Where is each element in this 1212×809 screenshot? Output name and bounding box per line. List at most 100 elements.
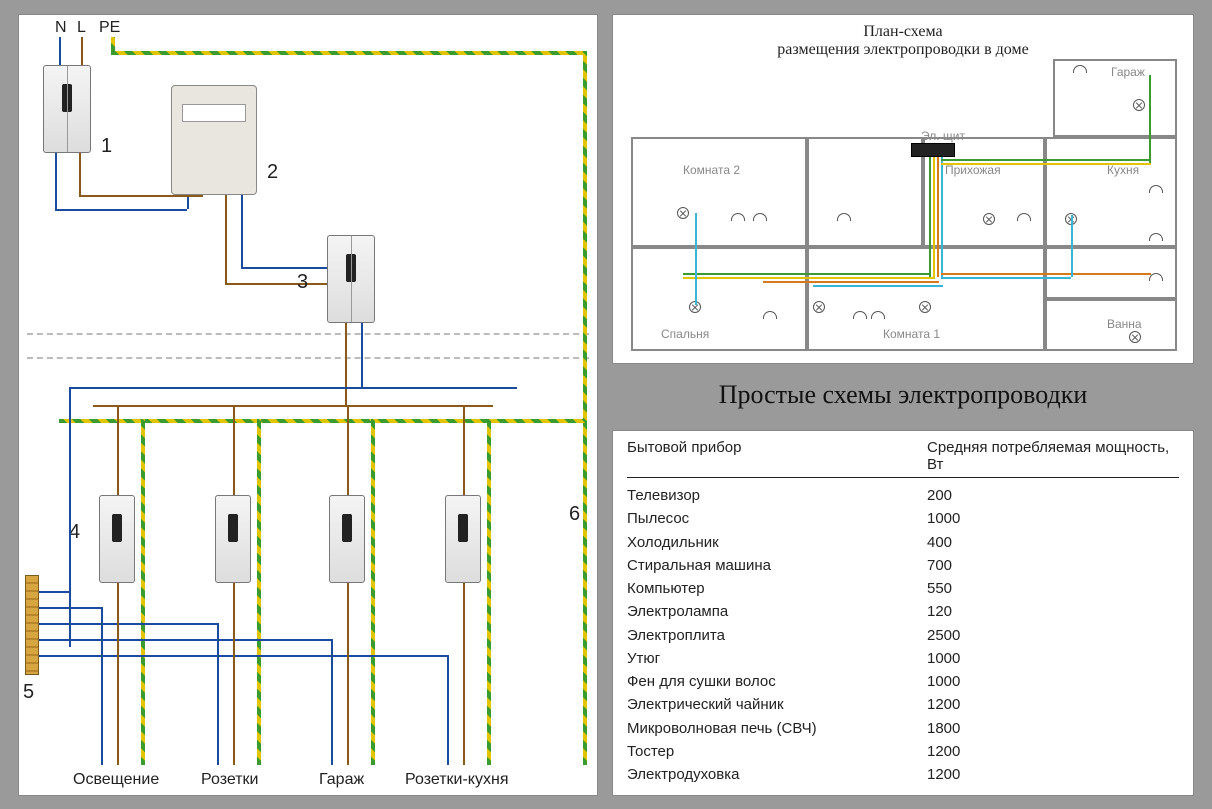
table-row: Утюг1000	[627, 647, 1179, 670]
wall	[631, 245, 1177, 249]
table-row: Пылесос1000	[627, 507, 1179, 530]
lbl-garage: Гараж	[319, 771, 364, 789]
cell-power: 1800	[927, 717, 1179, 740]
wire-icon	[937, 157, 939, 277]
wire-n	[55, 209, 187, 211]
wire-l	[233, 405, 235, 495]
wire-pe	[59, 419, 585, 423]
cell-power: 400	[927, 531, 1179, 554]
wire-pe	[487, 419, 491, 765]
floorplan: План-схема размещения электропроводки в …	[612, 14, 1194, 364]
wire-l	[79, 153, 81, 195]
wire-l	[81, 37, 83, 65]
cell-device: Электроплита	[627, 624, 927, 647]
wire-pe	[583, 51, 587, 765]
lamp-icon	[1133, 99, 1145, 111]
wire-icon	[1149, 75, 1151, 163]
wire-n	[55, 153, 57, 209]
lbl-room2: Комната 2	[683, 163, 740, 177]
outlet-icon	[871, 311, 885, 319]
outlet-icon	[1149, 233, 1163, 241]
cell-device: Микроволновая печь (СВЧ)	[627, 717, 927, 740]
wire-n	[59, 37, 61, 65]
wire-l	[347, 583, 349, 765]
lbl-sockets: Розетки	[201, 771, 258, 789]
wire-l	[345, 323, 347, 405]
lamp-icon	[919, 301, 931, 313]
wire-l-bus	[93, 405, 493, 407]
wall	[805, 137, 809, 351]
separator	[27, 333, 589, 335]
lbl-panel: Эл. щит	[921, 129, 965, 143]
wire-icon	[813, 285, 943, 287]
cell-device: Утюг	[627, 647, 927, 670]
label-pe: PE	[99, 19, 120, 37]
cell-device: Телевизор	[627, 484, 927, 507]
wire-n	[217, 623, 219, 765]
wire-icon	[695, 213, 697, 305]
wire-l	[225, 195, 227, 283]
lbl-bath: Ванна	[1107, 317, 1142, 331]
wire-icon	[941, 273, 1151, 275]
lbl-lighting: Освещение	[73, 771, 159, 789]
label-l: L	[77, 19, 86, 37]
cell-power: 1000	[927, 670, 1179, 693]
cell-device: Компьютер	[627, 577, 927, 600]
lamp-icon	[813, 301, 825, 313]
table-row: Электролампа120	[627, 600, 1179, 623]
num-2: 2	[267, 161, 278, 184]
wire-n	[39, 607, 101, 609]
cell-device: Фен для сушки волос	[627, 670, 927, 693]
wire-icon	[683, 273, 931, 275]
wire-pe	[371, 419, 375, 765]
table-header: Бытовой прибор Средняя потребляемая мощн…	[627, 439, 1179, 478]
lbl-room1: Комната 1	[883, 327, 940, 341]
lbl-bedroom: Спальня	[661, 327, 709, 341]
floorplan-title: План-схема размещения электропроводки в …	[613, 23, 1193, 59]
wire-n	[101, 607, 103, 765]
wire-icon	[941, 163, 1151, 165]
lbl-kitchen: Кухня	[1107, 163, 1139, 177]
lamp-icon	[1129, 331, 1141, 343]
wire-pe	[257, 419, 261, 765]
wall	[1043, 297, 1177, 301]
wire-l	[117, 405, 119, 495]
wire-n-bus	[69, 387, 517, 389]
label-n: N	[55, 19, 67, 37]
table-row: Электрический чайник1200	[627, 693, 1179, 716]
cell-power: 120	[927, 600, 1179, 623]
wire-icon	[941, 157, 943, 277]
lamp-icon	[677, 207, 689, 219]
cell-device: Стиральная машина	[627, 554, 927, 577]
wire-l	[463, 405, 465, 495]
meter	[171, 85, 257, 195]
table-row: Телевизор200	[627, 484, 1179, 507]
breaker-lighting	[99, 495, 135, 583]
wire-icon	[933, 157, 935, 277]
num-1: 1	[101, 135, 112, 158]
cell-power: 1200	[927, 763, 1179, 786]
outlet-icon	[731, 213, 745, 221]
outlet-icon	[763, 311, 777, 319]
wire-l	[117, 583, 119, 765]
wire-l	[463, 583, 465, 765]
table-row: Стиральная машина700	[627, 554, 1179, 577]
cell-device: Холодильник	[627, 531, 927, 554]
wire-icon	[763, 281, 939, 283]
main-title-area: Простые схемы электропроводки	[612, 380, 1194, 410]
wire-icon	[1071, 215, 1073, 277]
wire-n	[241, 195, 243, 267]
cell-power: 700	[927, 554, 1179, 577]
outlet-icon	[837, 213, 851, 221]
cell-device: Пылесос	[627, 507, 927, 530]
wire-l	[233, 583, 235, 765]
lbl-hall: Прихожая	[945, 163, 1001, 177]
outlet-icon	[1073, 65, 1087, 73]
cell-power: 1000	[927, 647, 1179, 670]
cell-power: 1200	[927, 740, 1179, 763]
cell-power: 200	[927, 484, 1179, 507]
wire-icon	[941, 277, 1071, 279]
outlet-icon	[853, 311, 867, 319]
wire-l	[225, 283, 339, 285]
rcd	[327, 235, 375, 323]
